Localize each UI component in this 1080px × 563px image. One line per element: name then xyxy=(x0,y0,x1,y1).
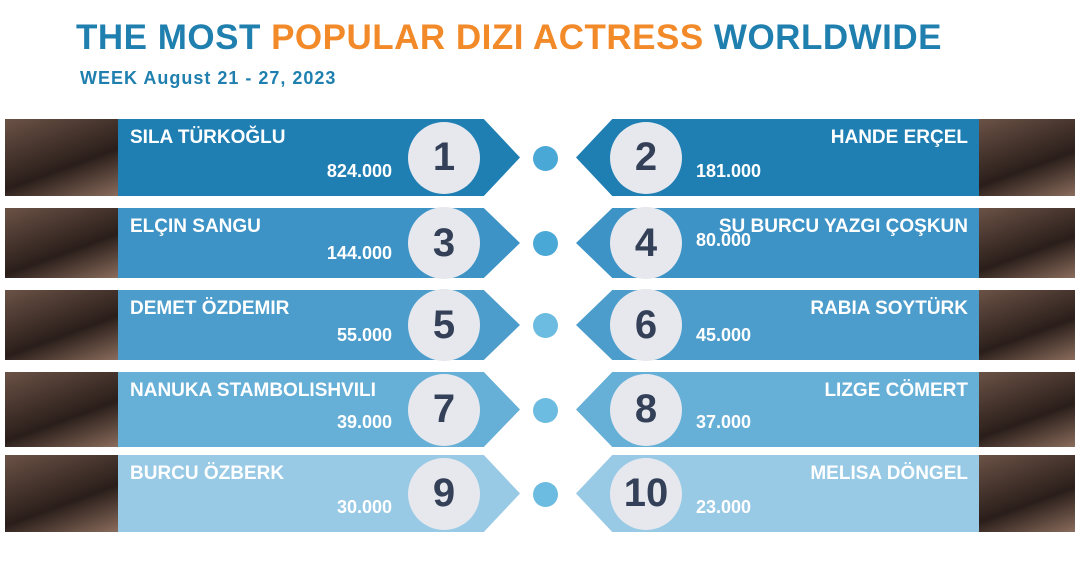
rank-badge: 7 xyxy=(408,373,480,446)
actress-score: 824.000 xyxy=(326,161,392,181)
actress-name: RABIA SOYTÜRK xyxy=(810,298,968,319)
actress-photo-10 xyxy=(979,455,1075,532)
actress-photo-4 xyxy=(979,208,1075,278)
week-subtitle: WEEK August 21 - 27, 2023 xyxy=(80,68,337,88)
actress-score: 37.000 xyxy=(696,412,752,432)
ranking-row: BURCU ÖZBERK 30.000 9 10 MELISA DÖNGEL 2… xyxy=(0,455,1080,532)
actress-name: SILA TÜRKOĞLU xyxy=(130,127,286,148)
divider-dot xyxy=(533,481,558,507)
divider-dot xyxy=(533,231,558,256)
actress-photo-8 xyxy=(979,372,1075,447)
actress-name: ELÇIN SANGU xyxy=(130,216,261,237)
rank-badge: 5 xyxy=(408,289,480,361)
actress-score: 23.000 xyxy=(696,497,752,517)
actress-score: 30.000 xyxy=(336,497,392,517)
rank-badge: 2 xyxy=(610,121,682,194)
actress-photo-7 xyxy=(5,372,118,447)
actress-photo-6 xyxy=(979,290,1075,360)
actress-photo-3 xyxy=(5,208,118,278)
divider-dot xyxy=(533,313,558,338)
actress-score: 39.000 xyxy=(336,412,392,432)
actress-score: 181.000 xyxy=(696,161,762,181)
title-part-3: WORLDWIDE xyxy=(713,18,942,57)
ranking-row: ELÇIN SANGU 144.000 3 4 SU BURCU YAZGI Ç… xyxy=(0,207,1080,279)
actress-name: NANUKA STAMBOLISHVILI xyxy=(130,380,376,401)
ranking-row: SILA TÜRKOĞLU 824.000 1 2 HANDE ERÇEL 18… xyxy=(0,119,1080,196)
rank-badge: 6 xyxy=(610,289,682,361)
rank-badge: 10 xyxy=(610,457,682,530)
title-part-2: POPULAR DIZI ACTRESS xyxy=(271,18,704,57)
actress-name: BURCU ÖZBERK xyxy=(130,463,285,484)
actress-name: HANDE ERÇEL xyxy=(830,127,968,148)
actress-score: 144.000 xyxy=(326,243,392,263)
ranking-row: DEMET ÖZDEMIR 55.000 5 6 RABIA SOYTÜRK 4… xyxy=(0,289,1080,361)
rank-badge: 9 xyxy=(408,457,480,530)
actress-photo-5 xyxy=(5,290,118,360)
actress-name: LIZGE CÖMERT xyxy=(824,380,968,401)
actress-photo-9 xyxy=(5,455,118,532)
rank-badge: 4 xyxy=(610,207,682,279)
rank-badge: 8 xyxy=(610,373,682,446)
actress-name: SU BURCU YAZGI ÇOŞKUN xyxy=(718,216,968,237)
divider-dot xyxy=(533,145,558,171)
actress-score: 55.000 xyxy=(336,325,392,345)
rank-badge: 1 xyxy=(408,121,480,194)
actress-score: 80.000 xyxy=(696,230,752,250)
divider-dot xyxy=(533,397,558,423)
title-part-1: THE MOST xyxy=(76,18,261,57)
actress-score: 45.000 xyxy=(696,325,752,345)
actress-photo-1 xyxy=(5,119,118,196)
ranking-row: NANUKA STAMBOLISHVILI 39.000 7 8 LIZGE C… xyxy=(0,372,1080,447)
rank-badge: 3 xyxy=(408,207,480,279)
actress-name: DEMET ÖZDEMIR xyxy=(130,298,290,319)
actress-photo-2 xyxy=(979,119,1075,196)
actress-name: MELISA DÖNGEL xyxy=(810,463,968,484)
page-title: THE MOST POPULAR DIZI ACTRESS WORLDWIDE xyxy=(76,18,942,58)
